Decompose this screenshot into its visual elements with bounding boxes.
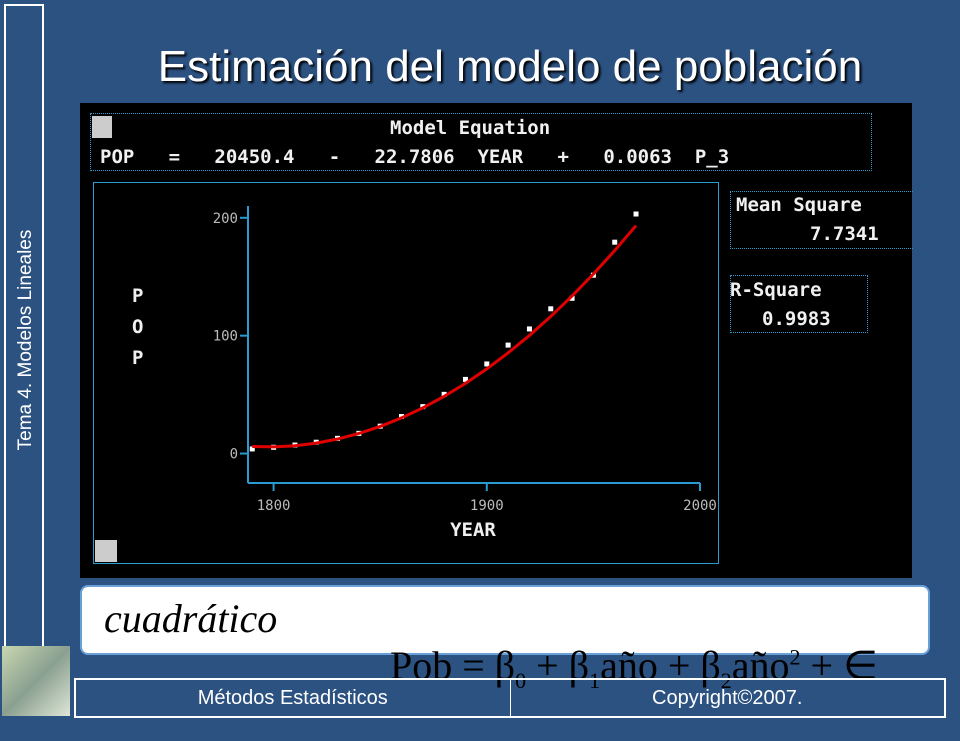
r-square-box — [730, 275, 868, 333]
data-point — [249, 446, 255, 452]
side-label: Tema 4. Modelos Lineales — [15, 229, 36, 451]
r-square-label: R-Square — [730, 279, 822, 301]
x-tick-label: 1800 — [257, 498, 291, 514]
fit-line — [252, 224, 638, 449]
mean-square-box — [730, 191, 913, 249]
data-point — [505, 342, 511, 348]
equation-header: Model Equation — [390, 117, 551, 139]
chart-frame — [93, 182, 719, 564]
data-point — [548, 306, 554, 312]
formula-part: + β — [526, 643, 590, 688]
data-point — [484, 361, 490, 367]
formula-part: año + β — [600, 643, 721, 688]
y-tick-label: 200 — [213, 211, 238, 227]
y-tick-label: 100 — [213, 329, 238, 345]
x-tick-label: 2000 — [683, 498, 717, 514]
r-square-value: 0.9983 — [762, 308, 831, 330]
formula-sub: 1 — [589, 668, 601, 693]
formula-label: cuadrático — [104, 596, 278, 641]
title: Estimación del modelo de población — [157, 42, 863, 91]
stat-panel: Model Equation POP = 20450.4 - 22.7806 Y… — [80, 103, 913, 578]
data-point — [526, 326, 532, 332]
data-point — [612, 239, 618, 245]
equation-box — [90, 113, 872, 171]
formula-part: Pob = β — [390, 643, 516, 688]
data-point — [441, 391, 447, 397]
data-point — [633, 211, 639, 217]
formula-sub: 0 — [515, 668, 527, 693]
formula-box: cuadrático Pob = β0 + β1año + β2año2 + ∈ — [80, 585, 930, 693]
slide: Tema 4. Modelos Lineales Estimación del … — [2, 4, 946, 718]
mean-square-value: 7.7341 — [810, 223, 879, 245]
x-tick-label: 1900 — [470, 498, 504, 514]
formula-part: año — [731, 643, 790, 688]
footer-left: Métodos Estadísticos — [76, 680, 511, 716]
footer: Métodos Estadísticos Copyright©2007. — [74, 678, 946, 718]
data-point — [569, 295, 575, 301]
x-axis-label: YEAR — [450, 519, 496, 541]
footer-right: Copyright©2007. — [652, 687, 803, 709]
arrow-button[interactable] — [95, 540, 117, 562]
y-tick-label: 0 — [230, 447, 238, 463]
data-point — [462, 376, 468, 382]
logo — [2, 646, 70, 716]
equation: POP = 20450.4 - 22.7806 YEAR + 0.0063 P_… — [100, 146, 730, 168]
formula-sup: 2 — [789, 644, 801, 670]
arrow-button[interactable] — [92, 116, 112, 138]
formula: Pob = β0 + β1año + β2año2 + ∈ — [350, 595, 878, 741]
formula-part: + ∈ — [800, 643, 878, 688]
formula-sub: 2 — [720, 668, 732, 693]
mean-square-label: Mean Square — [736, 194, 862, 216]
